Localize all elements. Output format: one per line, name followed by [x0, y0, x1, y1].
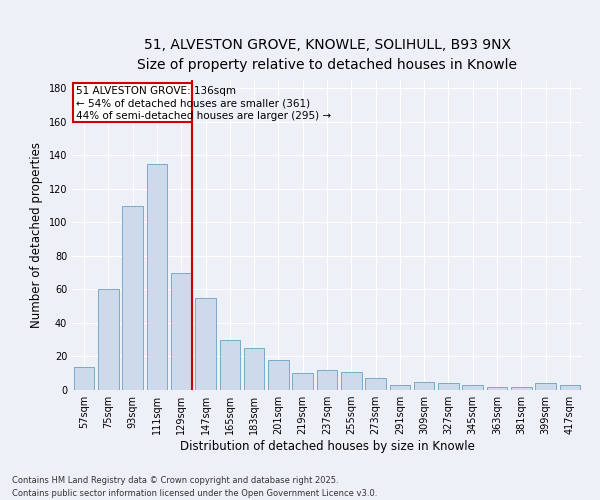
Bar: [220, 340, 240, 390]
Bar: [122, 206, 143, 390]
Text: Contains HM Land Registry data © Crown copyright and database right 2025.
Contai: Contains HM Land Registry data © Crown c…: [12, 476, 377, 498]
Bar: [414, 382, 434, 390]
Title: 51, ALVESTON GROVE, KNOWLE, SOLIHULL, B93 9NX
Size of property relative to detac: 51, ALVESTON GROVE, KNOWLE, SOLIHULL, B9…: [137, 38, 517, 72]
Bar: [292, 373, 313, 390]
Bar: [389, 385, 410, 390]
Bar: [511, 386, 532, 390]
Y-axis label: Number of detached properties: Number of detached properties: [30, 142, 43, 328]
Bar: [463, 385, 483, 390]
Bar: [365, 378, 386, 390]
Bar: [98, 290, 119, 390]
Bar: [317, 370, 337, 390]
Text: 51 ALVESTON GROVE: 136sqm: 51 ALVESTON GROVE: 136sqm: [76, 86, 236, 96]
Bar: [535, 384, 556, 390]
Bar: [560, 385, 580, 390]
X-axis label: Distribution of detached houses by size in Knowle: Distribution of detached houses by size …: [179, 440, 475, 453]
Bar: [487, 386, 508, 390]
Bar: [195, 298, 216, 390]
Bar: [244, 348, 265, 390]
Bar: [146, 164, 167, 390]
Bar: [268, 360, 289, 390]
FancyBboxPatch shape: [73, 84, 191, 122]
Text: 44% of semi-detached houses are larger (295) →: 44% of semi-detached houses are larger (…: [76, 111, 331, 121]
Bar: [74, 366, 94, 390]
Text: ← 54% of detached houses are smaller (361): ← 54% of detached houses are smaller (36…: [76, 98, 310, 108]
Bar: [438, 384, 459, 390]
Bar: [341, 372, 362, 390]
Bar: [171, 272, 191, 390]
